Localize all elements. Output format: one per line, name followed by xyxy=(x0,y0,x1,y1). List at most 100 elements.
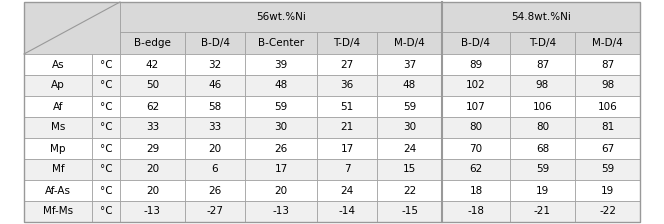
Bar xyxy=(185,138,245,159)
Text: 46: 46 xyxy=(208,80,222,90)
Bar xyxy=(442,54,510,75)
Bar xyxy=(442,138,510,159)
Bar xyxy=(24,138,92,159)
Text: 6: 6 xyxy=(212,164,218,174)
Text: 30: 30 xyxy=(403,123,416,133)
Bar xyxy=(317,54,377,75)
Text: 67: 67 xyxy=(601,144,614,153)
Bar xyxy=(185,75,245,96)
Text: 37: 37 xyxy=(403,60,416,69)
Text: 89: 89 xyxy=(469,60,483,69)
Text: 33: 33 xyxy=(146,123,159,133)
Text: °C: °C xyxy=(100,80,112,90)
Bar xyxy=(185,201,245,222)
Bar xyxy=(120,96,185,117)
Bar xyxy=(442,180,510,201)
Text: 26: 26 xyxy=(274,144,288,153)
Bar xyxy=(92,159,120,180)
Bar xyxy=(510,138,575,159)
Text: 20: 20 xyxy=(146,164,159,174)
Bar xyxy=(575,75,640,96)
Text: 80: 80 xyxy=(469,123,483,133)
Bar xyxy=(24,201,92,222)
Bar xyxy=(120,32,185,54)
Bar xyxy=(24,159,92,180)
Bar xyxy=(245,32,317,54)
Bar xyxy=(245,54,317,75)
Bar xyxy=(245,138,317,159)
Text: 24: 24 xyxy=(403,144,416,153)
Bar xyxy=(24,54,92,75)
Bar xyxy=(575,180,640,201)
Text: 48: 48 xyxy=(403,80,416,90)
Text: 56wt.%Ni: 56wt.%Ni xyxy=(256,12,306,22)
Bar xyxy=(377,32,442,54)
Text: T-D/4: T-D/4 xyxy=(529,38,556,48)
Bar xyxy=(185,96,245,117)
Bar xyxy=(510,201,575,222)
Text: As: As xyxy=(52,60,64,69)
Text: -13: -13 xyxy=(144,207,161,217)
Text: 17: 17 xyxy=(274,164,288,174)
Text: 106: 106 xyxy=(598,101,618,112)
Bar xyxy=(120,180,185,201)
Text: B-edge: B-edge xyxy=(134,38,171,48)
Text: 106: 106 xyxy=(533,101,552,112)
Bar xyxy=(442,201,510,222)
Text: 24: 24 xyxy=(341,185,354,196)
Bar xyxy=(510,75,575,96)
Text: 68: 68 xyxy=(536,144,549,153)
Bar xyxy=(24,96,92,117)
Text: 20: 20 xyxy=(208,144,222,153)
Bar xyxy=(317,201,377,222)
Text: Af-As: Af-As xyxy=(45,185,71,196)
Text: 58: 58 xyxy=(208,101,222,112)
Bar xyxy=(510,96,575,117)
Text: Mp: Mp xyxy=(50,144,66,153)
Bar xyxy=(442,96,510,117)
Bar xyxy=(245,117,317,138)
Bar xyxy=(24,75,92,96)
Text: 32: 32 xyxy=(208,60,222,69)
Bar xyxy=(24,117,92,138)
Bar xyxy=(575,54,640,75)
Bar xyxy=(185,54,245,75)
Bar xyxy=(442,117,510,138)
Bar xyxy=(442,159,510,180)
Bar xyxy=(377,138,442,159)
Bar xyxy=(92,117,120,138)
Bar xyxy=(317,117,377,138)
Bar xyxy=(185,159,245,180)
Bar xyxy=(24,180,92,201)
Bar xyxy=(442,2,640,32)
Text: M-D/4: M-D/4 xyxy=(592,38,623,48)
Bar xyxy=(92,180,120,201)
Text: 15: 15 xyxy=(403,164,416,174)
Bar xyxy=(575,117,640,138)
Bar xyxy=(377,180,442,201)
Bar xyxy=(245,180,317,201)
Text: 51: 51 xyxy=(341,101,354,112)
Text: 21: 21 xyxy=(341,123,354,133)
Text: 19: 19 xyxy=(601,185,614,196)
Text: 20: 20 xyxy=(274,185,288,196)
Bar xyxy=(24,2,120,54)
Text: °C: °C xyxy=(100,207,112,217)
Text: 17: 17 xyxy=(341,144,354,153)
Text: -15: -15 xyxy=(401,207,418,217)
Bar xyxy=(245,75,317,96)
Text: 62: 62 xyxy=(469,164,483,174)
Bar xyxy=(185,32,245,54)
Text: 50: 50 xyxy=(146,80,159,90)
Text: 87: 87 xyxy=(601,60,614,69)
Bar xyxy=(120,75,185,96)
Bar xyxy=(575,201,640,222)
Bar xyxy=(245,201,317,222)
Bar xyxy=(510,54,575,75)
Bar xyxy=(92,138,120,159)
Text: 98: 98 xyxy=(601,80,614,90)
Text: 62: 62 xyxy=(146,101,159,112)
Bar xyxy=(442,32,510,54)
Bar xyxy=(575,159,640,180)
Text: 27: 27 xyxy=(341,60,354,69)
